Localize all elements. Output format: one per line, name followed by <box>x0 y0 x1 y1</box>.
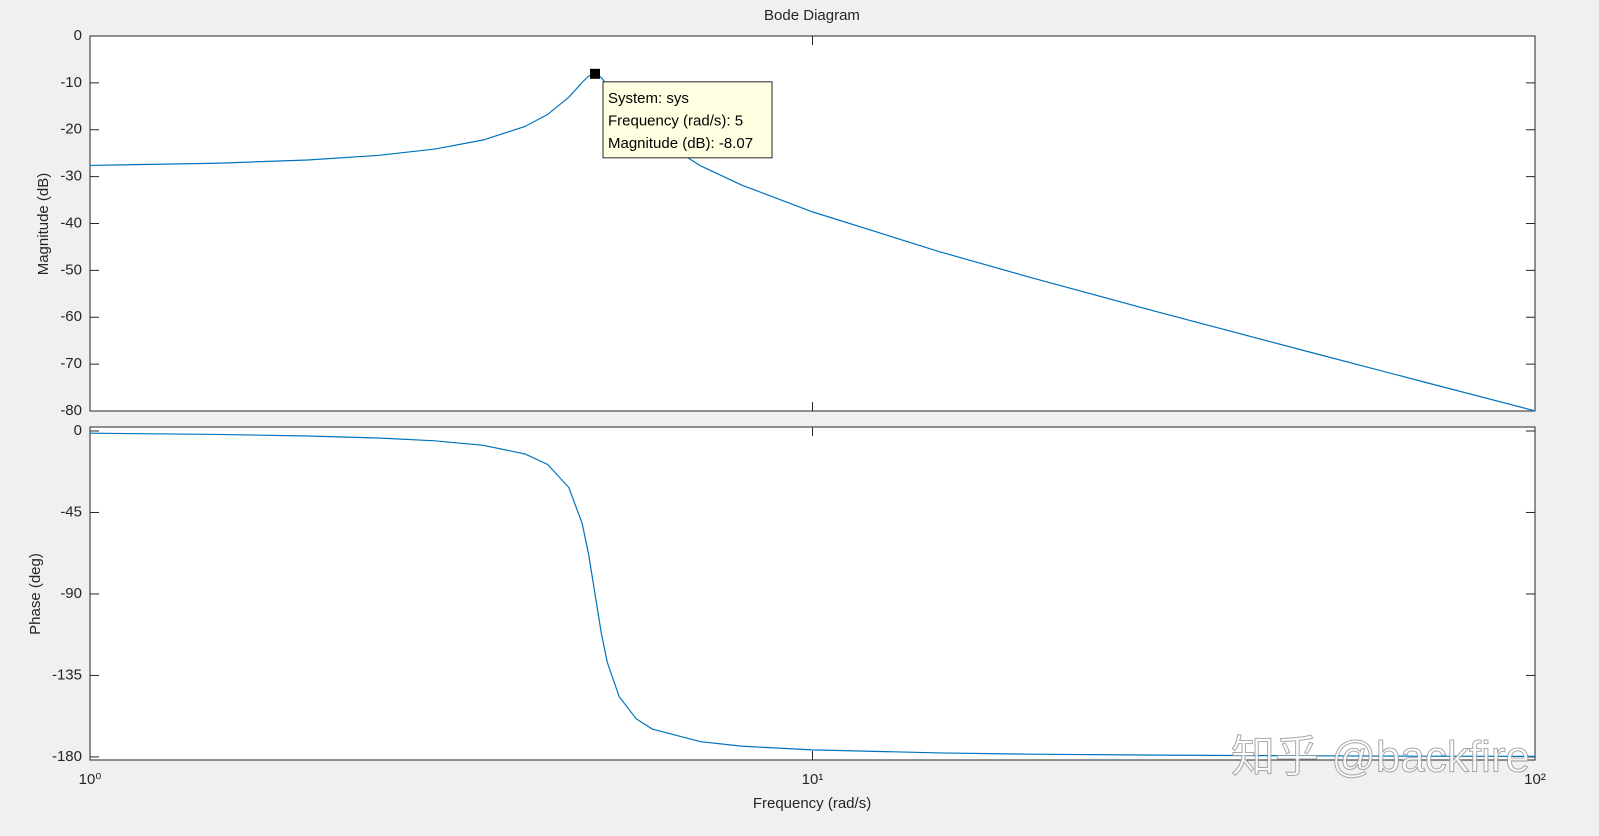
y-tick-label: -180 <box>52 748 82 765</box>
y-tick-label: -40 <box>60 214 82 231</box>
y-tick-label: -60 <box>60 308 82 325</box>
y-tick-label: -10 <box>60 74 82 91</box>
data-tip-text: Frequency (rad/s): 5 <box>608 112 743 129</box>
y-tick-label: -70 <box>60 355 82 372</box>
y-tick-label: -135 <box>52 666 82 683</box>
y-tick-label: -50 <box>60 261 82 278</box>
y-tick-label: -90 <box>60 585 82 602</box>
y-axis-label: Magnitude (dB) <box>35 173 52 276</box>
x-axis-label: Frequency (rad/s) <box>753 795 871 812</box>
line <box>89 73 1536 412</box>
data-tip: System: sys Frequency (rad/s): 5 Magnitude… <box>602 81 773 159</box>
y-tick-label: -30 <box>60 168 82 185</box>
data-tip-text: Magnitude (dB): -8.07 <box>608 135 753 152</box>
data-tip-text: System: sys <box>608 90 689 107</box>
y-tick-label: -20 <box>60 121 82 138</box>
y-tick-label: -80 <box>60 402 82 419</box>
y-tick-label: 0 <box>74 422 82 439</box>
y-tick-label: 0 <box>74 27 82 44</box>
y-axis-label: Phase (deg) <box>27 553 44 635</box>
x-tick-label: 10⁰ <box>79 771 102 788</box>
data-tip-marker <box>590 68 601 79</box>
x-tick-label: 10² <box>1524 771 1546 788</box>
line <box>89 432 1536 757</box>
chart-title: Bode Diagram <box>764 7 860 24</box>
data-tip-box <box>602 81 773 159</box>
watermark: 知乎 @backfire <box>1231 733 1530 782</box>
x-tick-label: 10¹ <box>802 771 824 788</box>
y-tick-label: -45 <box>60 503 82 520</box>
plot-area <box>89 426 1536 761</box>
